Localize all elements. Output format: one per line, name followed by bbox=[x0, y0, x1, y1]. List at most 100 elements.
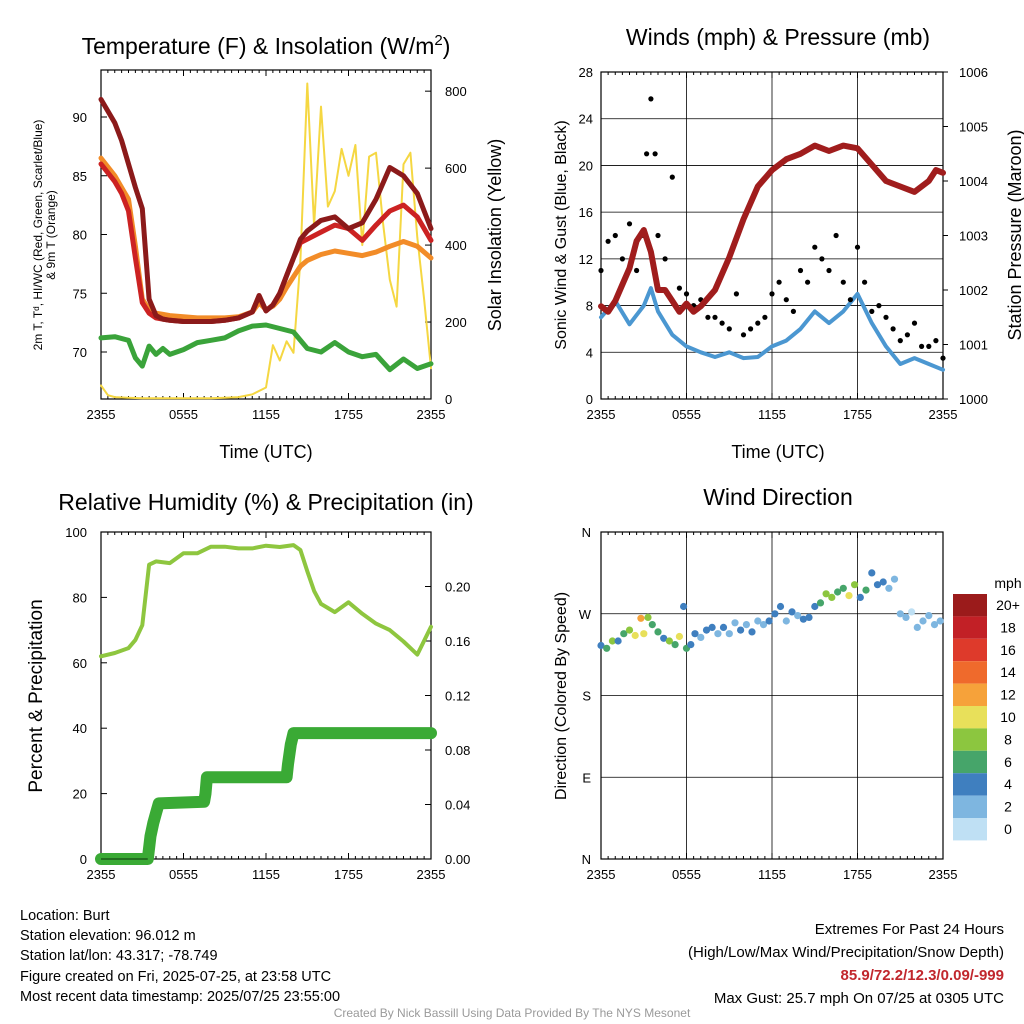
wind-direction-point bbox=[603, 644, 611, 652]
gust-point bbox=[911, 320, 918, 326]
colorbar-swatch bbox=[953, 773, 987, 796]
extremes-values: 85.9/72.2/12.3/0.09/-999 bbox=[840, 967, 1004, 984]
temp-y2-tick-label: 800 bbox=[445, 84, 467, 99]
wind-direction-point bbox=[873, 581, 882, 589]
gust-point bbox=[854, 244, 861, 250]
gust-point bbox=[705, 314, 711, 320]
colorbar-label: 14 bbox=[1000, 664, 1016, 680]
credit-text: Created By Nick Bassill Using Data Provi… bbox=[333, 1006, 691, 1020]
wind-direction-point bbox=[828, 593, 836, 602]
wind-direction-point bbox=[648, 621, 656, 629]
gust-point bbox=[733, 291, 740, 297]
wind-y-tick-label: 24 bbox=[579, 112, 593, 127]
wind-x-tick-label: 2355 bbox=[929, 407, 958, 422]
dir-y-tick-label: N bbox=[582, 852, 591, 867]
gust-point bbox=[712, 314, 718, 320]
elevation-text: Station elevation: 96.012 m bbox=[20, 928, 196, 945]
gust-point bbox=[776, 279, 782, 285]
wind-direction-point bbox=[737, 626, 745, 634]
colorbar-label: 18 bbox=[1000, 619, 1016, 635]
colorbar-label: 4 bbox=[1004, 776, 1012, 792]
rh-x-tick-label: 1155 bbox=[252, 867, 280, 882]
wind-direction-point bbox=[794, 612, 802, 620]
wind-direction-point bbox=[856, 593, 864, 602]
gust-point bbox=[862, 279, 868, 285]
wind-direction-point bbox=[620, 630, 628, 638]
humidity-panel: 0 20 40 60 80 100 0.00 0.04 0.08 0.12 0.16 0.20 2355… bbox=[26, 489, 474, 882]
gust-point bbox=[819, 256, 825, 262]
wind-direction-point bbox=[637, 614, 645, 622]
gust-point bbox=[652, 151, 658, 157]
location-text: Location: Burt bbox=[20, 908, 110, 924]
wind-direction-point bbox=[834, 588, 842, 596]
temp-y-tick-label: 80 bbox=[73, 228, 87, 243]
dir-chart-title: Wind Direction bbox=[703, 484, 853, 510]
wind-direction-point bbox=[879, 578, 887, 586]
gust-point bbox=[812, 244, 818, 250]
wind-direction-point bbox=[644, 613, 652, 622]
gust-point bbox=[655, 232, 661, 239]
colorbar-swatch bbox=[953, 706, 987, 729]
temp-x-tick-label: 0555 bbox=[169, 407, 198, 422]
temp-y-tick-label: 85 bbox=[73, 169, 87, 184]
gust-point bbox=[762, 314, 768, 320]
wind-y-axis-label: Sonic Wind & Gust (Blue, Black) bbox=[553, 120, 570, 349]
wind-x-tick-label: 2355 bbox=[587, 407, 616, 422]
wind-y2-tick-label: 1002 bbox=[959, 283, 988, 298]
gust-point bbox=[869, 308, 875, 314]
dir-y-tick-label: W bbox=[579, 607, 592, 622]
rh-series-precipitation bbox=[95, 727, 437, 865]
wind-direction-point bbox=[640, 630, 648, 638]
gust-point bbox=[933, 338, 939, 344]
wind-direction-point bbox=[702, 626, 711, 634]
temperature-panel: 70 75 80 85 90 0 200 400 600 800 2355 0555 1155 1755 2… bbox=[31, 32, 505, 462]
gust-point bbox=[840, 279, 846, 285]
temp-series-solar-insolation bbox=[100, 82, 432, 400]
temp-y-axis-label-line: 2m T, Tᵈ, HI/WC (Red, Green, Scarlet/Blu… bbox=[31, 120, 45, 351]
wind-x-axis-label: Time (UTC) bbox=[731, 442, 824, 462]
dir-x-tick-label: 2355 bbox=[587, 867, 616, 882]
rh-chart-title: Relative Humidity (%) & Precipitation (i… bbox=[58, 489, 473, 515]
temp-x-axis-label: Time (UTC) bbox=[219, 442, 312, 462]
max-gust-text: Max Gust: 25.7 mph On 07/25 at 0305 UTC bbox=[713, 990, 1004, 1007]
wind-direction-point bbox=[925, 612, 933, 620]
wind-direction-point bbox=[719, 623, 728, 632]
wind-direction-point bbox=[896, 610, 904, 618]
gust-point bbox=[783, 297, 789, 303]
wind-direction-point bbox=[776, 602, 785, 611]
rh-y-tick-label: 40 bbox=[73, 721, 87, 736]
colorbar-label: 2 bbox=[1004, 799, 1012, 815]
gust-point bbox=[683, 291, 690, 297]
station-info: Location: Burt Station elevation: 96.012… bbox=[20, 906, 340, 1007]
wind-y2-tick-label: 1001 bbox=[959, 338, 988, 353]
temp-y-axis-label-line: & 9m T (Orange) bbox=[44, 190, 58, 280]
rh-y-axis-label: Percent & Precipitation bbox=[26, 599, 47, 792]
wind-direction-point bbox=[697, 633, 705, 642]
wind-direction-point bbox=[890, 575, 899, 583]
wind-direction-point bbox=[631, 631, 639, 640]
wind-direction-point bbox=[742, 621, 751, 629]
wind-direction-point bbox=[902, 613, 910, 622]
rh-x-tick-label: 1755 bbox=[334, 867, 363, 882]
temp-y2-axis-label: Solar Insolation (Yellow) bbox=[485, 139, 505, 331]
wind-direction-point bbox=[725, 630, 733, 638]
gust-point bbox=[940, 355, 946, 361]
wind-y2-tick-label: 1003 bbox=[959, 229, 988, 244]
gust-point bbox=[719, 320, 725, 326]
wind-direction-point bbox=[851, 581, 859, 589]
latlon-text: Station lat/lon: 43.317; -78.749 bbox=[20, 948, 218, 965]
colorbar-swatch bbox=[953, 750, 987, 774]
temp-x-tick-label: 1755 bbox=[334, 407, 363, 422]
gust-point bbox=[648, 96, 654, 102]
gust-point bbox=[740, 332, 747, 338]
colorbar-swatch bbox=[953, 594, 987, 617]
colorbar-label: 10 bbox=[1000, 709, 1016, 725]
wind-chart-title: Winds (mph) & Pressure (mb) bbox=[626, 24, 930, 50]
wind-direction-point bbox=[654, 628, 662, 636]
wind-y2-tick-label: 1005 bbox=[959, 120, 988, 135]
dir-y-axis-label-group: Direction (Colored By Speed) bbox=[553, 592, 570, 800]
wind-direction-point bbox=[665, 637, 674, 645]
rh-x-tick-label: 2355 bbox=[87, 867, 116, 882]
